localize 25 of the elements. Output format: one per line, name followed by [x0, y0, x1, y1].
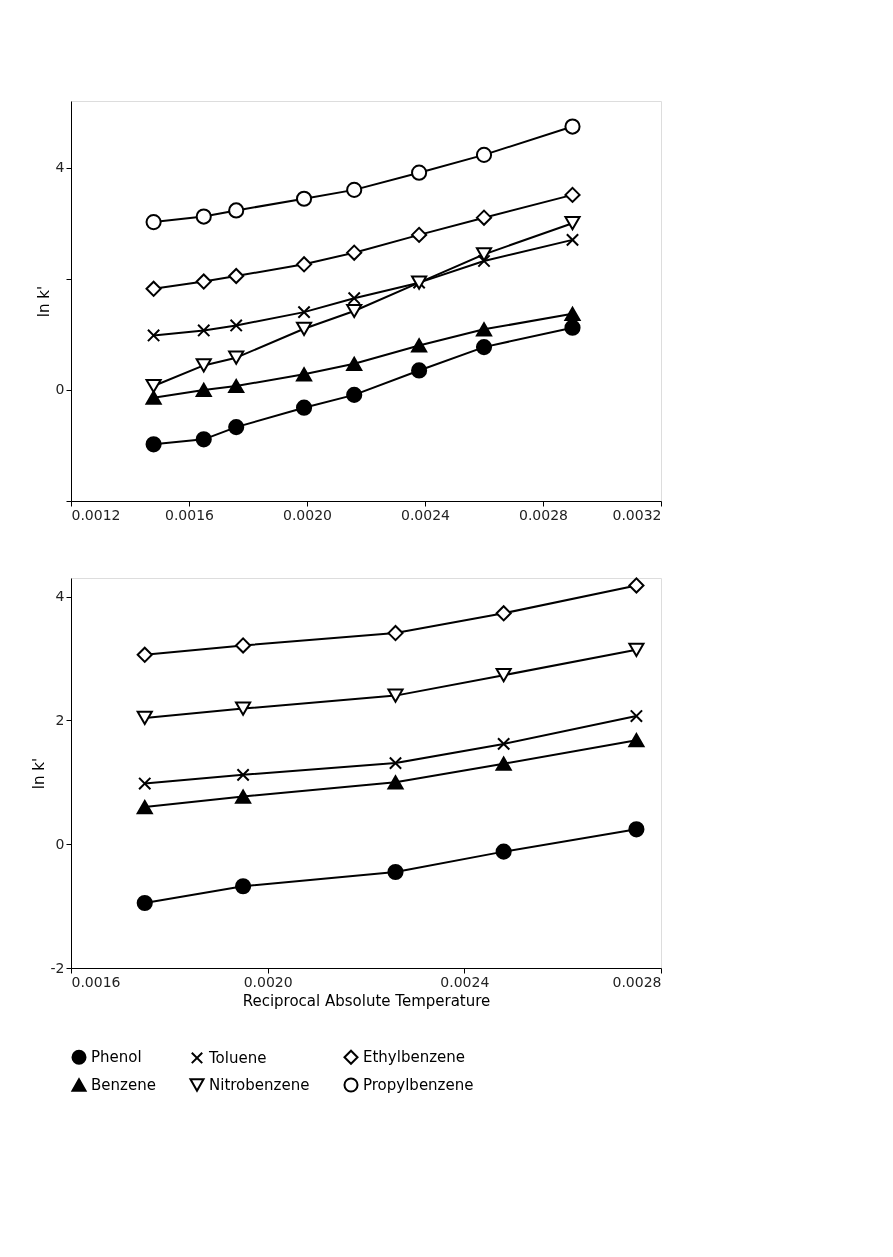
x-tick-label: 0.0028	[519, 506, 568, 523]
legend-label: Toluene	[208, 1048, 267, 1067]
x-tick-label: 0.0032	[612, 506, 662, 523]
y-tick-label: 0	[55, 381, 65, 398]
x-tick-label: 0.0012	[71, 506, 121, 523]
legend-label: Benzene	[91, 1076, 156, 1094]
y-tick-label: 2	[55, 711, 65, 728]
y-axis-title: ln k'	[34, 285, 53, 318]
x-tick-label: 0.0020	[243, 973, 293, 990]
legend-label: Nitrobenzene	[209, 1076, 310, 1094]
y-tick-label: 4	[55, 159, 65, 176]
x-axis-title: Reciprocal Absolute Temperature	[242, 991, 491, 1010]
x-tick-label: 0.0024	[401, 506, 451, 523]
y-axis-title: ln k'	[29, 757, 48, 790]
legend-label: Ethylbenzene	[363, 1048, 466, 1067]
y-tick-label: 4	[55, 588, 65, 605]
x-tick-label: 0.0024	[440, 973, 490, 990]
x-tick-label: 0.0016	[71, 973, 121, 990]
legend-label: Phenol	[91, 1048, 142, 1067]
y-tick-label: 0	[55, 835, 65, 852]
x-tick-label: 0.0020	[283, 506, 332, 523]
y-tick-label: -2	[50, 959, 65, 976]
legend-label: Propylbenzene	[363, 1076, 474, 1094]
x-tick-label: 0.0016	[165, 506, 215, 523]
x-tick-label: 0.0028	[612, 973, 662, 990]
